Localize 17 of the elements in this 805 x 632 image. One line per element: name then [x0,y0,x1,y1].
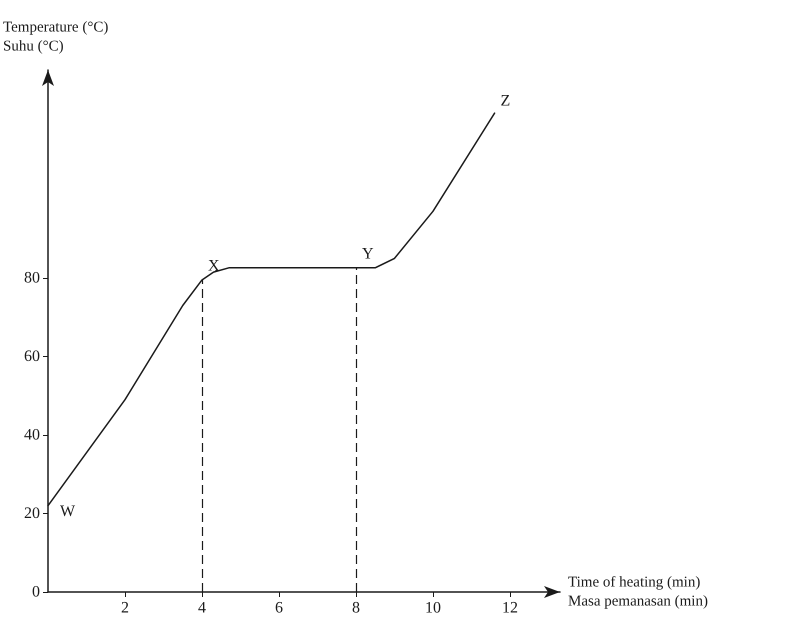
y-tick-label: 80 [24,270,40,287]
x-axis-title: Time of heating (min) Masa pemanasan (min) [568,574,708,610]
annotation: Y [362,246,374,263]
y-axis-title: Temperature (°C) Suhu (°C) [3,20,108,54]
y-tick-label: 60 [24,348,40,366]
annotation: Z [500,92,510,110]
x-tick-label: 12 [502,600,518,616]
annotation: X [208,258,220,275]
x-tick-label: 2 [120,600,129,616]
y-tick-label: 40 [24,426,40,444]
x-tick-label: 10 [424,600,441,616]
x-tick-label: 4 [198,600,206,616]
x-tick-label: 8 [352,600,360,616]
x-tick-label: 6 [274,600,283,616]
y-tick-label: 0 [32,584,40,600]
y-tick-label: 20 [24,505,40,522]
annotation: W [60,503,76,520]
